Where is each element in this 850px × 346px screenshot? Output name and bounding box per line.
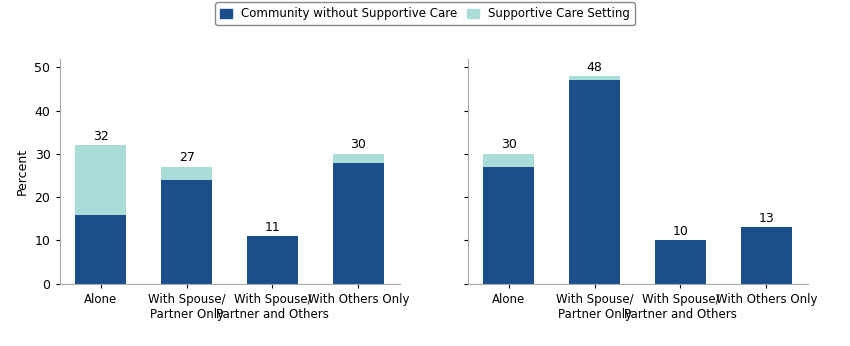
Text: 10: 10 (672, 225, 688, 238)
Bar (246, 236, 298, 284)
Text: 48: 48 (586, 61, 603, 74)
Bar (569, 81, 620, 284)
Y-axis label: Percent: Percent (16, 148, 29, 195)
Bar (483, 167, 535, 284)
Bar (332, 154, 384, 163)
Bar (161, 180, 212, 284)
Bar (483, 154, 535, 167)
Text: 32: 32 (93, 130, 109, 143)
Bar (75, 215, 127, 284)
Text: 11: 11 (264, 220, 281, 234)
Text: 30: 30 (501, 138, 517, 152)
Bar (332, 163, 384, 284)
Text: 13: 13 (758, 212, 774, 225)
Legend: Community without Supportive Care, Supportive Care Setting: Community without Supportive Care, Suppo… (215, 2, 635, 25)
Bar (161, 167, 212, 180)
Bar (569, 76, 620, 81)
Text: 27: 27 (178, 151, 195, 164)
Bar (654, 240, 706, 284)
Bar (75, 145, 127, 215)
Bar (740, 228, 792, 284)
Text: 30: 30 (350, 138, 366, 152)
